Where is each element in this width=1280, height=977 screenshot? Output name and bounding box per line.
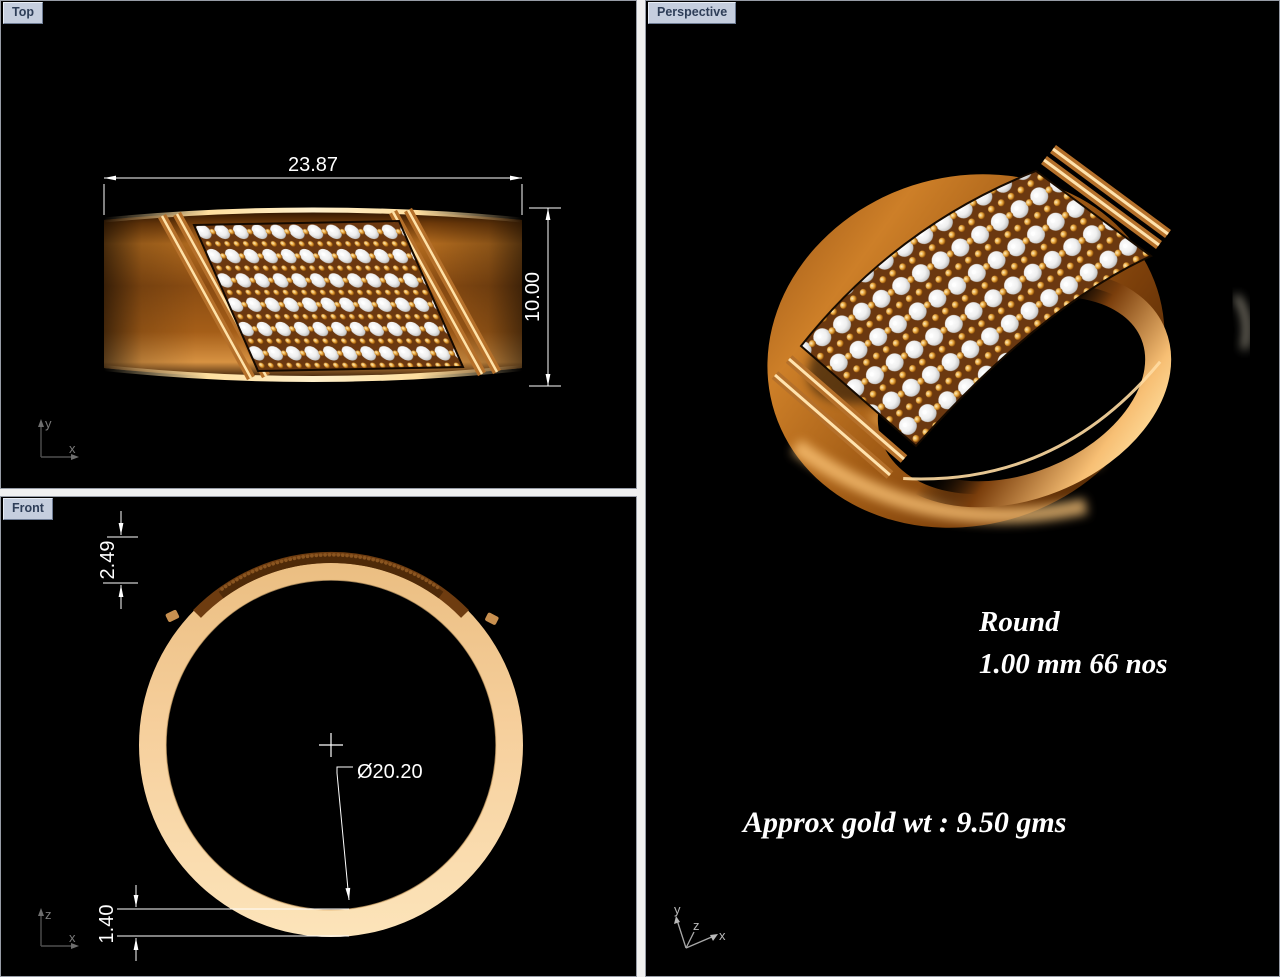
- pave-rail-highlight: [1043, 158, 1160, 247]
- z-axis-arrow: [38, 908, 44, 916]
- z-axis-line: [685, 931, 695, 949]
- z-axis-label: z: [693, 918, 700, 933]
- y-axis-arrow: [38, 419, 44, 427]
- tab-front-view[interactable]: Front: [3, 498, 53, 520]
- band-top-rim-highlight: [103, 207, 523, 223]
- perspective-view-canvas[interactable]: Round 1.00 mm 66 nos Approx gold wt : 9.…: [646, 1, 1279, 976]
- head-end-notch-left: [165, 609, 180, 622]
- pave-rail-highlight: [774, 373, 891, 477]
- dimension-shank-thickness: 1.40: [96, 885, 349, 961]
- x-axis-arrow: [71, 943, 79, 949]
- milgrain-dots-arc: [220, 553, 442, 591]
- pave-rails-perspective: [771, 144, 1171, 479]
- viewport-top[interactable]: Top: [0, 0, 637, 489]
- dim-head-value: 2.49: [97, 541, 119, 580]
- dim-width-value: 23.87: [288, 154, 338, 176]
- pave-panel-perspective: [799, 169, 1153, 448]
- pave-head-arc-dark: [218, 555, 444, 599]
- x-axis-label: x: [69, 930, 76, 945]
- top-view-canvas[interactable]: 23.87 10.00 y x: [1, 1, 636, 488]
- dimension-diameter: Ø20.20: [319, 733, 423, 901]
- tab-perspective-view[interactable]: Perspective: [648, 2, 737, 24]
- x-axis-label: x: [69, 441, 76, 456]
- band-end-sliver-highlight: [1234, 294, 1249, 350]
- x-axis-label: x: [719, 928, 726, 943]
- dimension-height: 10.00: [522, 207, 561, 387]
- y-axis-label: y: [674, 902, 681, 917]
- dimension-width: 23.87: [103, 154, 523, 215]
- z-axis-label: z: [45, 907, 52, 922]
- dim-height-value: 10.00: [522, 272, 544, 322]
- ring-top-view: [103, 207, 523, 382]
- viewport-perspective[interactable]: Perspective: [645, 0, 1280, 977]
- front-view-canvas[interactable]: Ø20.20 2.49 1.40 z x: [1, 497, 636, 976]
- pave-rails: [158, 207, 501, 381]
- dimension-head-thickness: 2.49: [97, 511, 138, 609]
- inner-rim-light: [903, 360, 1162, 481]
- leader-line: [336, 766, 353, 901]
- x-axis-arrow: [710, 934, 718, 941]
- pave-rail-highlight: [160, 215, 253, 379]
- note-gold-weight: Approx gold wt : 9.50 gms: [741, 806, 1066, 839]
- y-axis-line: [676, 919, 687, 949]
- pave-rail-highlight: [1052, 147, 1169, 236]
- axis-triad-front: z x: [38, 907, 79, 949]
- axis-triad-top: y x: [38, 416, 79, 460]
- ring-inner-edge: [165, 579, 497, 911]
- head-end-notch-right: [485, 612, 499, 625]
- y-axis-arrow: [674, 916, 680, 924]
- axis-triad-perspective: y z x: [674, 902, 726, 949]
- x-axis-arrow: [71, 454, 79, 460]
- note-stone-shape: Round: [978, 606, 1060, 638]
- viewport-front[interactable]: Front Ø20.20 2.49: [0, 496, 637, 977]
- x-axis-line: [685, 935, 715, 949]
- y-axis-label: y: [45, 416, 52, 431]
- note-stone-spec: 1.00 mm 66 nos: [979, 648, 1168, 680]
- pave-rail-highlight: [788, 357, 905, 461]
- tab-top-view[interactable]: Top: [3, 2, 43, 24]
- pave-rail-highlight: [406, 209, 499, 373]
- stone-annotations: Round 1.00 mm 66 nos Approx gold wt : 9.…: [741, 606, 1168, 839]
- band-front-highlight: [791, 439, 1088, 524]
- dim-shank-value: 1.40: [96, 905, 118, 944]
- dim-diameter-value: Ø20.20: [357, 761, 423, 783]
- ring-perspective-view: [767, 144, 1249, 528]
- pave-panel-top-view: [192, 219, 465, 373]
- band-bottom-rim-highlight: [103, 365, 523, 382]
